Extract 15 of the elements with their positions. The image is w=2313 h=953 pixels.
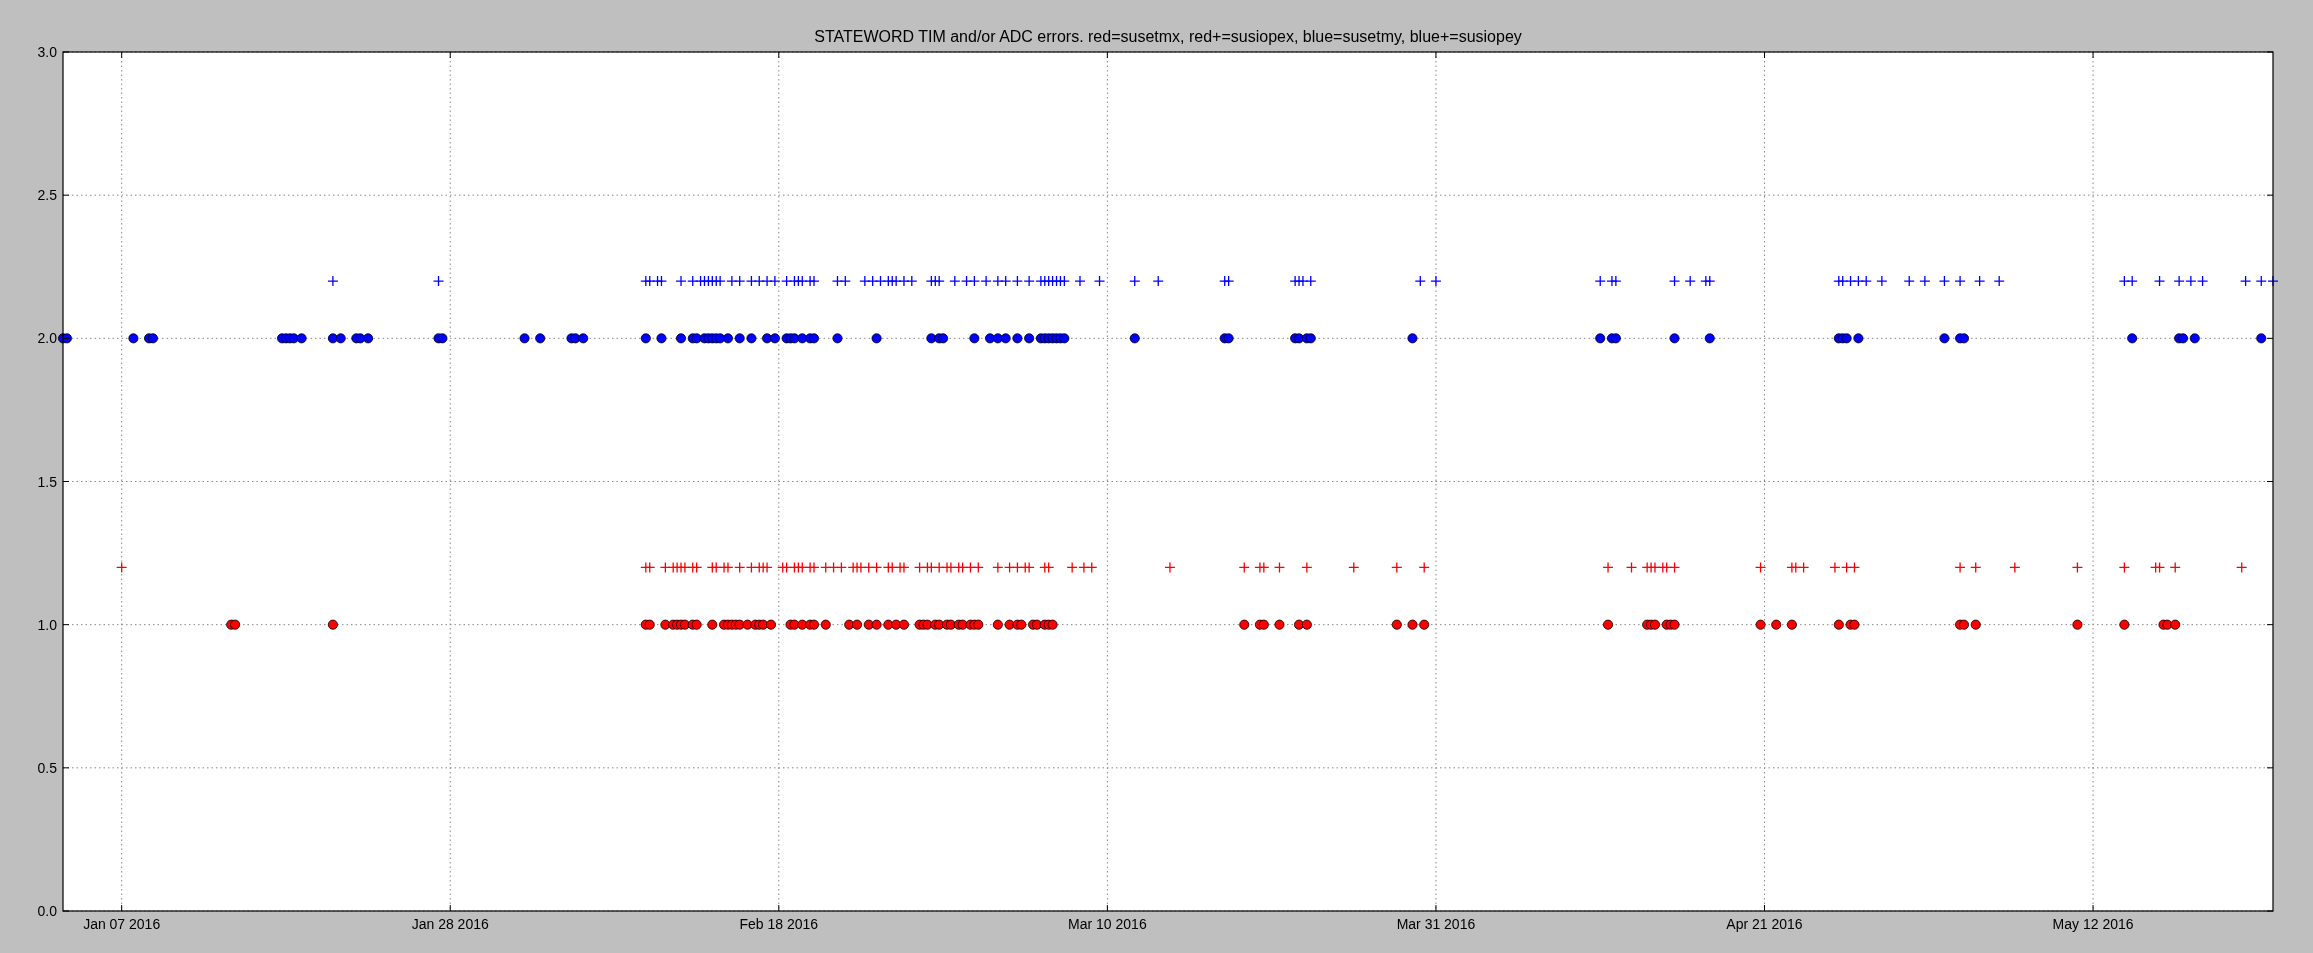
y-tick-label: 2.5 [37, 187, 58, 204]
y-tick-label: 0.5 [37, 759, 58, 776]
x-tick-label: May 12 2016 [2052, 916, 2134, 932]
x-tick-label: Jan 07 2016 [83, 916, 161, 932]
x-tick-label: Mar 31 2016 [1396, 916, 1476, 932]
y-tick-label: 2.0 [37, 330, 58, 347]
x-tick-label: Jan 28 2016 [411, 916, 489, 932]
y-tick-label: 1.0 [37, 616, 58, 633]
chart-title: STATEWORD TIM and/or ADC errors. red=susetmx, red+=susiopex, blue=susetmy, blue+=susiopey [814, 28, 1522, 45]
y-tick-label: 1.5 [37, 473, 58, 490]
x-tick-label: Feb 18 2016 [739, 916, 819, 932]
x-tick-label: Mar 10 2016 [1068, 916, 1147, 932]
x-tick-label: Apr 21 2016 [1726, 916, 1803, 932]
y-tick-label: 3.0 [37, 44, 58, 60]
y-tick-label: 0.0 [37, 903, 58, 919]
